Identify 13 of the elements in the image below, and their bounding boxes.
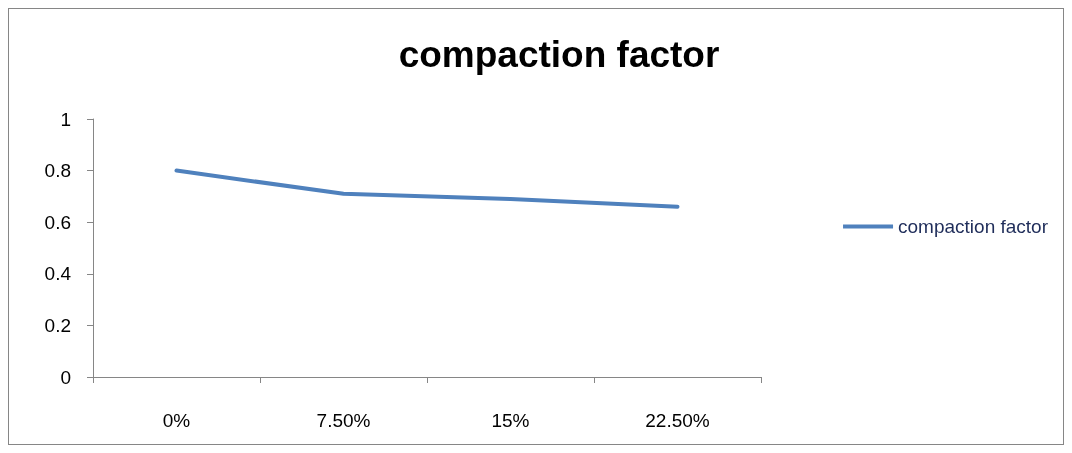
chart-title: compaction factor xyxy=(398,34,720,75)
y-tick-label: 0.6 xyxy=(44,211,71,233)
line-series xyxy=(174,168,680,209)
legend-label: compaction factor xyxy=(898,216,1049,237)
y-tick-label: 0.8 xyxy=(44,160,71,182)
y-tick-label: 1 xyxy=(60,108,71,130)
y-tick-label: 0.2 xyxy=(44,314,71,336)
y-tick-label: 0.4 xyxy=(44,263,72,285)
x-tick-label: 22.50% xyxy=(645,410,710,431)
x-tick-label: 15% xyxy=(491,410,530,431)
y-tick-label: 0 xyxy=(60,366,71,388)
x-tick-label: 7.50% xyxy=(316,410,371,431)
x-tick-label: 0% xyxy=(162,410,191,431)
